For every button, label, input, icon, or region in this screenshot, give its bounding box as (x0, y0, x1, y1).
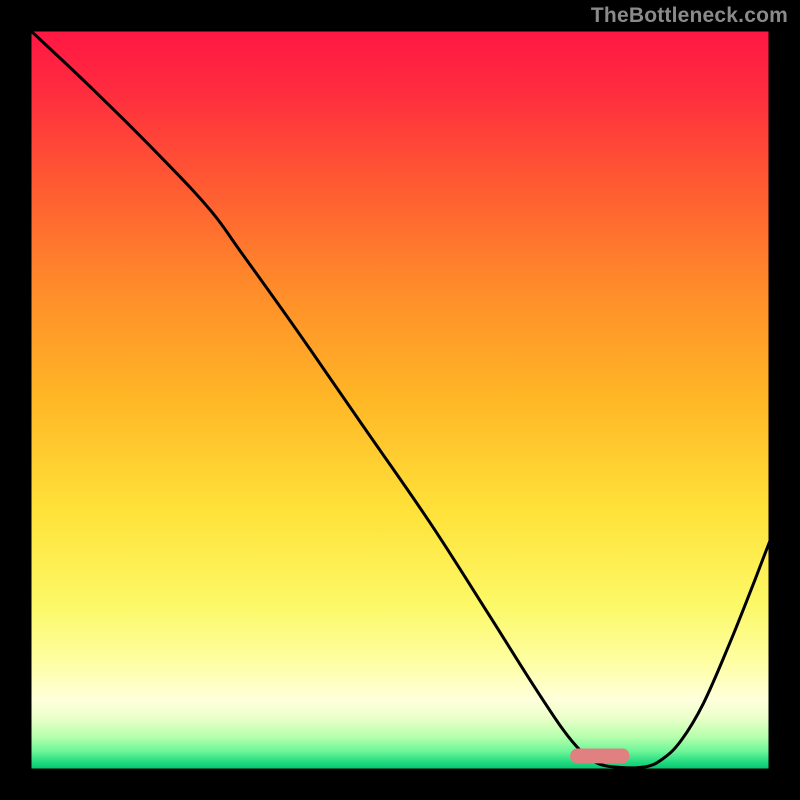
attribution-label: TheBottleneck.com (591, 4, 788, 28)
plot-bg (30, 30, 770, 770)
bottleneck-chart (0, 0, 800, 800)
optimal-marker (570, 749, 629, 764)
